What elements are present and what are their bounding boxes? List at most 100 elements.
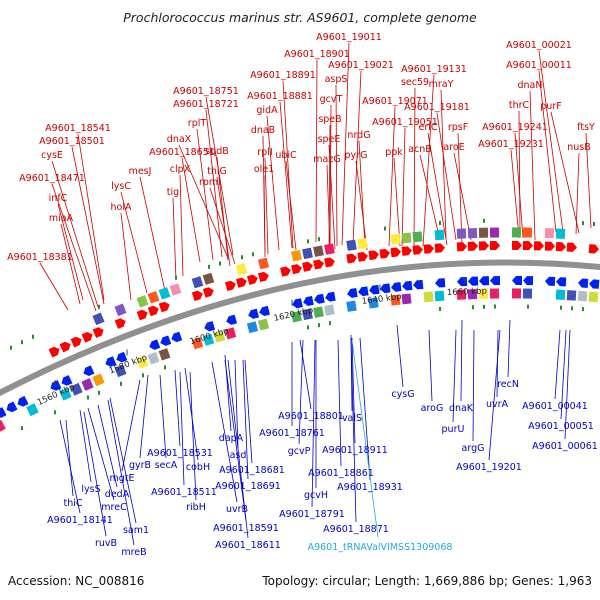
forward-gene-label[interactable]: A9601_18381 <box>7 252 73 263</box>
forward-gene-label[interactable]: rpmI <box>199 177 221 188</box>
forward-gene-label[interactable]: holA <box>111 202 132 213</box>
forward-gene-label[interactable]: gidA <box>256 105 278 116</box>
forward-gene-label[interactable]: nrdG <box>347 130 370 141</box>
reverse-gene-label[interactable]: dedA <box>105 489 130 500</box>
forward-gene-label[interactable]: A9601_18751 <box>173 86 239 97</box>
forward-gene-label[interactable]: A9601_18881 <box>247 91 313 102</box>
forward-gene-label[interactable]: purF <box>540 101 561 112</box>
reverse-gene-label[interactable]: dapA <box>219 433 244 444</box>
forward-gene-label[interactable]: A9601_18891 <box>250 70 316 81</box>
reverse-gene-label[interactable]: A9601_18681 <box>219 465 285 476</box>
forward-gene-label[interactable]: speB <box>318 114 341 125</box>
reverse-gene-label[interactable]: A9601_18611 <box>215 540 281 551</box>
reverse-gene-label[interactable]: A9601_18591 <box>213 523 279 534</box>
forward-gene-label[interactable]: dnaB <box>251 125 275 136</box>
forward-gene-label[interactable]: cysE <box>41 150 63 161</box>
rna-gene-label[interactable]: A9601_tRNAValVIMSS1309068 <box>308 542 453 553</box>
forward-gene-label[interactable]: A9601_19071 <box>362 96 428 107</box>
forward-gene-label[interactable]: A9601_19021 <box>328 60 394 71</box>
forward-gene-label[interactable]: A9601_19231 <box>478 139 544 150</box>
forward-gene-label[interactable]: speE <box>318 134 341 145</box>
forward-gene-label[interactable]: sqdB <box>205 146 229 157</box>
forward-gene-label[interactable]: gcvT <box>320 94 343 105</box>
reverse-gene-label[interactable]: secA <box>155 460 178 471</box>
forward-gene-label[interactable]: A9601_18541 <box>45 123 111 134</box>
reverse-gene-label[interactable]: valS <box>342 413 362 424</box>
forward-gene-label[interactable]: A9601_19051 <box>372 117 438 128</box>
forward-gene-label[interactable]: aroE <box>443 142 464 153</box>
forward-gene-label[interactable]: A9601_18471 <box>19 173 85 184</box>
forward-gene-label[interactable]: A9601_00021 <box>506 40 572 51</box>
forward-gene-label[interactable]: sec59 <box>401 77 429 88</box>
forward-gene-label[interactable]: A9601_19011 <box>316 32 382 43</box>
forward-gene-label[interactable]: tig <box>167 187 179 198</box>
reverse-gene-label[interactable]: A9601_18141 <box>47 515 113 526</box>
reverse-gene-label[interactable]: A9601_19201 <box>456 462 522 473</box>
forward-gene-label[interactable]: ftsY <box>577 122 595 133</box>
forward-gene-label[interactable]: rpsF <box>448 122 468 133</box>
reverse-gene-label[interactable]: cysG <box>391 389 414 400</box>
forward-gene-label[interactable]: rplT <box>188 118 207 129</box>
forward-gene-label[interactable]: acnB <box>408 144 432 155</box>
reverse-gene-label[interactable]: A9601_18861 <box>308 468 374 479</box>
forward-gene-label[interactable]: mraY <box>429 79 454 90</box>
forward-gene-label[interactable]: ubiC <box>275 150 297 161</box>
reverse-gene-label[interactable]: A9601_00061 <box>532 441 598 452</box>
reverse-gene-label[interactable]: ruvB <box>95 538 117 549</box>
reverse-gene-label[interactable]: mgtE <box>109 473 134 484</box>
forward-gene-label[interactable]: miaA <box>49 213 74 224</box>
reverse-gene-label[interactable]: A9601_18931 <box>337 482 403 493</box>
forward-gene-label[interactable]: A9601_00011 <box>506 60 572 71</box>
reverse-gene-label[interactable]: A9601_00041 <box>522 401 588 412</box>
forward-gene-label[interactable]: mesJ <box>129 166 152 177</box>
reverse-gene-label[interactable]: A9601_18691 <box>215 481 281 492</box>
reverse-gene-label[interactable]: gyrB <box>129 460 151 471</box>
reverse-gene-label[interactable]: ribH <box>186 502 206 513</box>
forward-gene-label[interactable]: ole1 <box>254 164 274 175</box>
reverse-gene-label[interactable]: gcvP <box>288 446 311 457</box>
reverse-gene-label[interactable]: A9601_00051 <box>528 421 594 432</box>
reverse-gene-label[interactable]: cobH <box>186 462 210 473</box>
forward-gene-label[interactable]: thiG <box>207 166 227 177</box>
reverse-gene-label[interactable]: uvrB <box>226 504 248 515</box>
reverse-gene-label[interactable]: A9601_18871 <box>323 524 389 535</box>
reverse-gene-label[interactable]: sam1 <box>123 525 149 536</box>
reverse-gene-label[interactable]: argG <box>462 443 485 454</box>
reverse-gene-label[interactable]: asd <box>230 450 247 461</box>
forward-gene-label[interactable]: A9601_18901 <box>284 49 350 60</box>
forward-gene-label[interactable]: A9601_19241 <box>482 122 548 133</box>
forward-gene-label[interactable]: A9601_19181 <box>404 102 470 113</box>
forward-gene-label[interactable]: dnaN <box>518 80 543 91</box>
forward-gene-label[interactable]: infC <box>49 193 68 204</box>
reverse-gene-label[interactable]: A9601_18911 <box>322 445 388 456</box>
reverse-gene-label[interactable]: mreB <box>121 547 146 558</box>
forward-gene-label[interactable]: A9601_18501 <box>39 136 105 147</box>
reverse-gene-label[interactable]: A9601_18761 <box>259 428 325 439</box>
reverse-gene-label[interactable]: A9601_18791 <box>279 509 345 520</box>
forward-gene-label[interactable]: eriC <box>418 122 437 133</box>
forward-gene-label[interactable]: A9601_19131 <box>401 64 467 75</box>
reverse-gene-label[interactable]: lysS <box>81 484 100 495</box>
reverse-gene-label[interactable]: recN <box>497 379 519 390</box>
reverse-gene-label[interactable]: A9601_18531 <box>147 448 213 459</box>
forward-gene-label[interactable]: pyrG <box>345 150 368 161</box>
reverse-gene-label[interactable]: mreC <box>101 502 127 513</box>
reverse-gene-label[interactable]: A9601_18511 <box>151 487 217 498</box>
reverse-gene-label[interactable]: thiC <box>63 498 82 509</box>
reverse-gene-label[interactable]: aroG <box>421 403 444 414</box>
forward-gene-label[interactable]: A9601_18651 <box>149 147 215 158</box>
forward-gene-label[interactable]: rplI <box>257 147 272 158</box>
reverse-gene-label[interactable]: purU <box>442 424 465 435</box>
forward-gene-label[interactable]: ppk <box>385 147 403 158</box>
forward-gene-label[interactable]: A9601_18721 <box>173 99 239 110</box>
reverse-gene-label[interactable]: dnaK <box>449 403 474 414</box>
forward-gene-label[interactable]: thrC <box>509 100 530 111</box>
forward-gene-label[interactable]: lysC <box>111 181 131 192</box>
forward-gene-label[interactable]: dnaX <box>167 134 192 145</box>
reverse-gene-label[interactable]: A9601_18801 <box>278 411 344 422</box>
reverse-gene-label[interactable]: gcvH <box>304 490 328 501</box>
forward-gene-label[interactable]: mazG <box>313 154 340 165</box>
forward-gene-label[interactable]: aspS <box>325 74 348 85</box>
forward-gene-label[interactable]: nusB <box>567 142 591 153</box>
forward-gene-label[interactable]: clpX <box>170 164 191 175</box>
